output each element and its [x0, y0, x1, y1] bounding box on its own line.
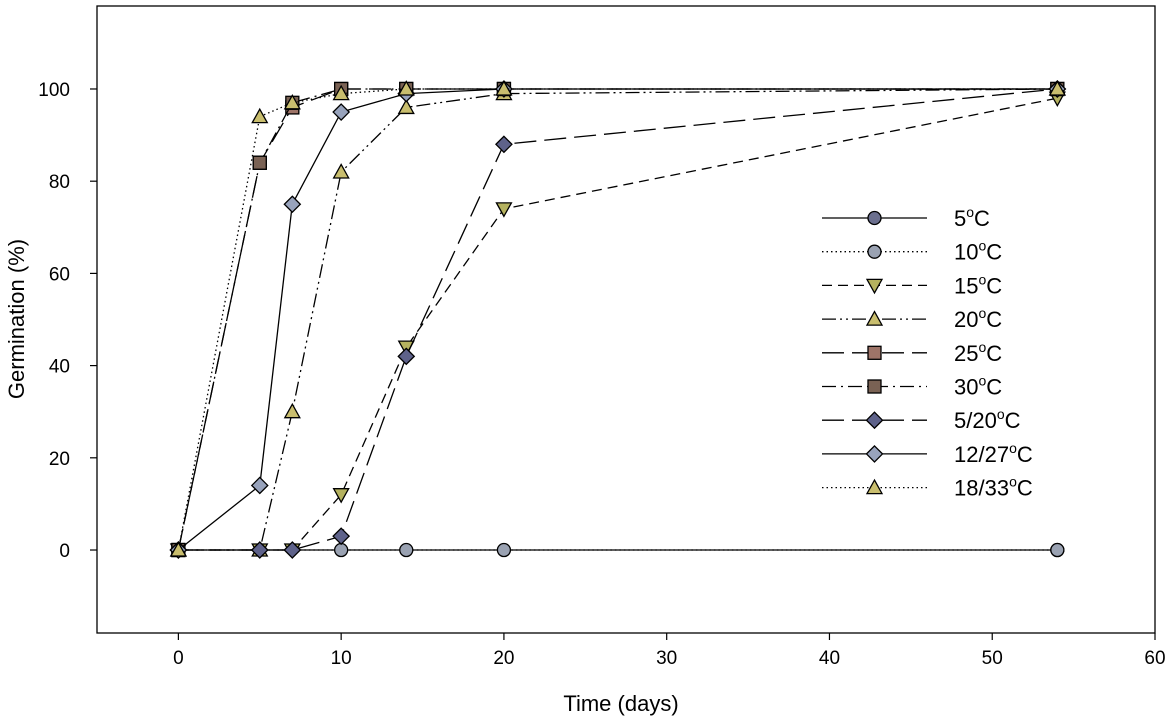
- degree-symbol: o: [978, 373, 986, 389]
- x-tick-label: 50: [982, 648, 1003, 669]
- legend-item-2: 15oC: [822, 271, 1002, 298]
- series-1-marker: [867, 244, 882, 259]
- x-tick-label: 30: [656, 648, 677, 669]
- series-3-marker: [332, 163, 350, 179]
- series-2-marker: [495, 202, 513, 218]
- x-tick-label: 60: [1144, 648, 1165, 669]
- series-2: [169, 91, 1066, 559]
- series-2-marker: [865, 278, 884, 295]
- y-tick-label: 0: [59, 541, 70, 562]
- y-tick-label: 20: [49, 449, 70, 470]
- degree-symbol: o: [1009, 474, 1017, 490]
- degree-symbol: o: [966, 204, 974, 220]
- series-4-marker: [867, 345, 882, 360]
- legend-label: 10oC: [954, 238, 1002, 265]
- series-6-marker: [283, 541, 302, 559]
- legend-label: 5/20oC: [954, 406, 1021, 433]
- y-tick-label: 40: [49, 357, 70, 378]
- degree-symbol: o: [978, 339, 986, 355]
- series-1-marker: [399, 542, 414, 558]
- legend-item-0: 5oC: [822, 204, 990, 231]
- series-3-marker: [283, 402, 301, 419]
- legend-item-5: 30oC: [822, 373, 1002, 400]
- series-8-marker: [169, 541, 187, 557]
- legend-label: 20oC: [954, 305, 1002, 332]
- legend-item-7: 12/27oC: [822, 440, 1033, 467]
- series-8: [169, 80, 1066, 557]
- y-tick-label: 100: [38, 80, 70, 101]
- series-4: [171, 81, 1065, 558]
- legend-item-1: 10oC: [822, 238, 1002, 265]
- series-7-marker: [865, 444, 884, 463]
- series-8-marker: [397, 80, 415, 96]
- series-3-marker: [397, 98, 415, 115]
- series-6-marker: [332, 527, 351, 546]
- series-1-marker: [334, 542, 349, 558]
- legend-label: 18/33oC: [954, 474, 1033, 501]
- legend: 5oC 10oC 15oC 20oC 25oC 30oC 5/20oC 12/27oC 18/…: [822, 204, 1033, 501]
- legend-item-6: 5/20oC: [822, 406, 1021, 433]
- x-tick-label: 0: [173, 648, 184, 669]
- series-7-marker: [332, 103, 351, 121]
- series-5-marker: [867, 379, 882, 394]
- series-6-marker: [397, 347, 416, 366]
- series-6: [169, 80, 1067, 559]
- x-tick-label: 20: [493, 648, 514, 669]
- series-6-marker: [865, 411, 884, 430]
- series-3: [169, 80, 1066, 557]
- legend-item-4: 25oC: [822, 339, 1002, 366]
- degree-symbol: o: [1009, 440, 1017, 456]
- series-8-marker: [283, 93, 301, 110]
- series-2-marker: [332, 488, 350, 504]
- series-1-marker: [496, 542, 512, 558]
- legend-label: 12/27oC: [954, 440, 1033, 467]
- series-0-marker: [867, 210, 882, 226]
- legend-item-3: 20oC: [822, 305, 1002, 332]
- series-7: [169, 80, 1067, 559]
- series-6-marker: [250, 541, 269, 559]
- x-tick-label: 10: [331, 648, 352, 669]
- degree-symbol: o: [978, 271, 986, 287]
- series-layer: [169, 80, 1067, 559]
- series-8-marker: [495, 80, 513, 96]
- series-5-marker: [252, 155, 267, 170]
- series-3-marker: [865, 310, 884, 326]
- legend-label: 30oC: [954, 373, 1002, 400]
- y-tick-label: 60: [49, 264, 70, 285]
- legend-item-8: 18/33oC: [822, 474, 1033, 501]
- series-8-marker: [332, 84, 350, 101]
- legend-label: 15oC: [954, 271, 1002, 298]
- axis-ticks: 0 10 20 30 40 50 60 0 20 40 60 80 100: [38, 80, 1165, 669]
- legend-label: 5oC: [954, 204, 990, 231]
- legend-label: 25oC: [954, 339, 1002, 366]
- series-7-marker: [250, 476, 269, 495]
- series-5: [171, 81, 1065, 558]
- series-1-marker: [1050, 542, 1065, 558]
- series-6-marker: [495, 135, 513, 154]
- series-8-marker: [251, 107, 269, 124]
- degree-symbol: o: [978, 238, 986, 254]
- x-axis-title: Time (days): [563, 691, 678, 716]
- x-tick-label: 40: [819, 648, 840, 669]
- y-axis-title: Germination (%): [4, 239, 29, 399]
- series-8-marker: [1048, 80, 1066, 96]
- series-8-marker: [865, 478, 884, 495]
- plot-frame: [96, 5, 1156, 634]
- series-7-marker: [283, 195, 302, 214]
- y-tick-label: 80: [49, 172, 70, 193]
- degree-symbol: o: [997, 406, 1005, 422]
- degree-symbol: o: [978, 305, 986, 321]
